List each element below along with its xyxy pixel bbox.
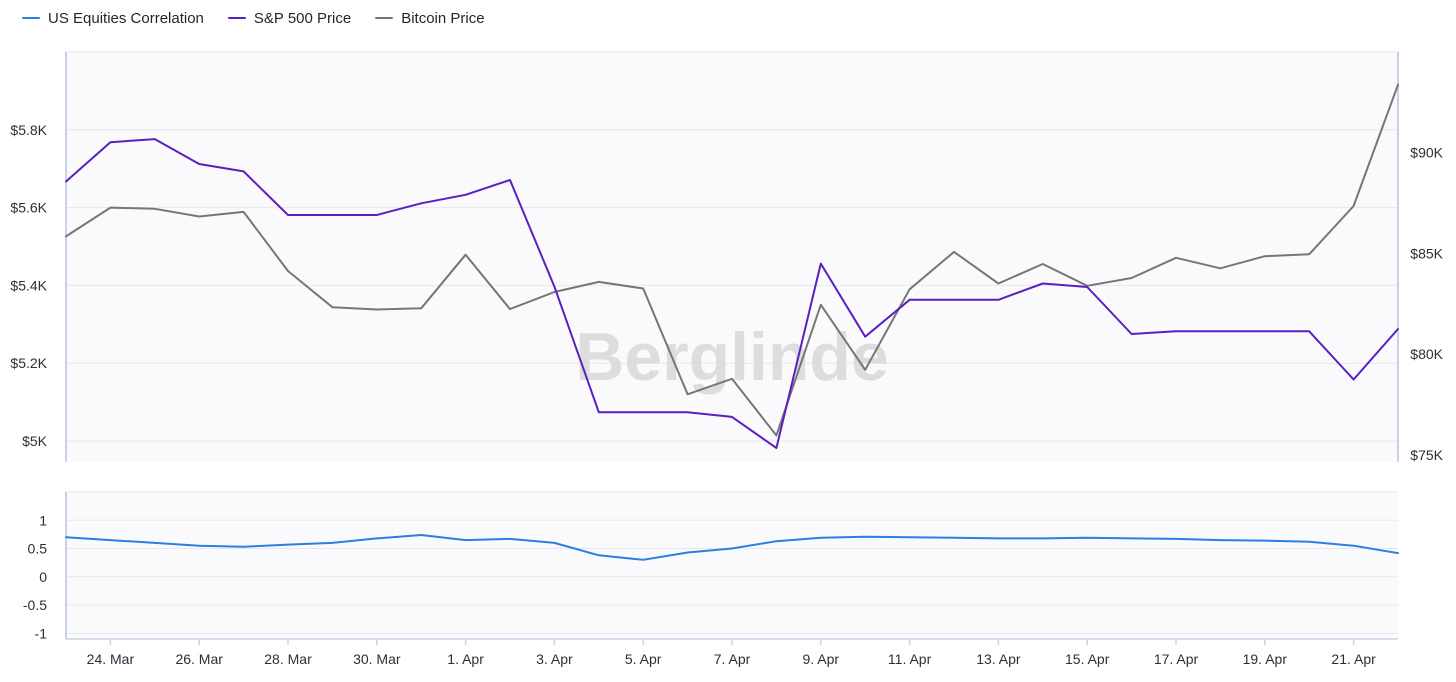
x-axis-tick-label: 11. Apr bbox=[888, 651, 932, 667]
x-axis-tick-label: 13. Apr bbox=[976, 651, 1021, 667]
right-axis-tick-label: $80K bbox=[1410, 346, 1443, 362]
correlation-axis-tick-label: 0 bbox=[39, 569, 47, 585]
correlation-axis-tick-label: 0.5 bbox=[28, 541, 48, 557]
price-panel-background bbox=[66, 52, 1398, 462]
x-axis-tick-label: 5. Apr bbox=[625, 651, 662, 667]
right-axis-tick-label: $75K bbox=[1410, 447, 1443, 463]
legend-label-sp500: S&P 500 Price bbox=[253, 9, 352, 27]
legend-item-bitcoin[interactable]: Bitcoin Price bbox=[375, 9, 485, 27]
right-axis-tick-label: $90K bbox=[1410, 145, 1443, 161]
bitcoin-line bbox=[65, 83, 1399, 437]
legend-item-sp500[interactable]: S&P 500 Price bbox=[227, 9, 352, 27]
x-axis-tick-label: 24. Mar bbox=[87, 651, 135, 667]
x-axis-tick-label: 21. Apr bbox=[1331, 651, 1376, 667]
left-axis-tick-label: $5.2K bbox=[10, 355, 47, 371]
correlation-line bbox=[65, 534, 1399, 561]
x-axis-tick-label: 17. Apr bbox=[1154, 651, 1199, 667]
watermark-text: Berglinde bbox=[575, 319, 889, 395]
correlation-axis-tick-label: -1 bbox=[35, 625, 48, 641]
left-axis-tick-label: $5.6K bbox=[10, 200, 47, 216]
x-axis-tick-label: 15. Apr bbox=[1065, 651, 1110, 667]
x-axis-tick-label: 28. Mar bbox=[264, 651, 312, 667]
right-axis-tick-label: $85K bbox=[1410, 245, 1443, 261]
legend: US Equities Correlation S&P 500 Price Bi… bbox=[22, 6, 485, 30]
legend-label-bitcoin: Bitcoin Price bbox=[401, 9, 485, 27]
legend-swatch-sp500 bbox=[227, 17, 246, 19]
x-axis-tick-label: 19. Apr bbox=[1243, 651, 1288, 667]
legend-item-correlation[interactable]: US Equities Correlation bbox=[22, 10, 204, 27]
legend-swatch-correlation bbox=[22, 17, 40, 19]
x-axis-tick-label: 26. Mar bbox=[175, 651, 223, 667]
left-axis-tick-label: $5.8K bbox=[10, 122, 47, 138]
sp500-line bbox=[65, 138, 1399, 449]
correlation-panel-background bbox=[66, 492, 1398, 639]
legend-swatch-bitcoin bbox=[375, 17, 394, 19]
left-axis-tick-label: $5.4K bbox=[10, 277, 47, 293]
x-axis-tick-label: 30. Mar bbox=[353, 651, 401, 667]
legend-label-correlation: US Equities Correlation bbox=[48, 9, 204, 27]
x-axis-tick-label: 3. Apr bbox=[536, 651, 573, 667]
left-axis-tick-label: $5K bbox=[22, 433, 48, 449]
x-axis-tick-label: 9. Apr bbox=[803, 651, 840, 667]
x-axis-tick-label: 7. Apr bbox=[714, 651, 751, 667]
correlation-axis-tick-label: -0.5 bbox=[23, 597, 47, 613]
correlation-axis-tick-label: 1 bbox=[39, 512, 47, 528]
x-axis-tick-label: 1. Apr bbox=[447, 651, 484, 667]
